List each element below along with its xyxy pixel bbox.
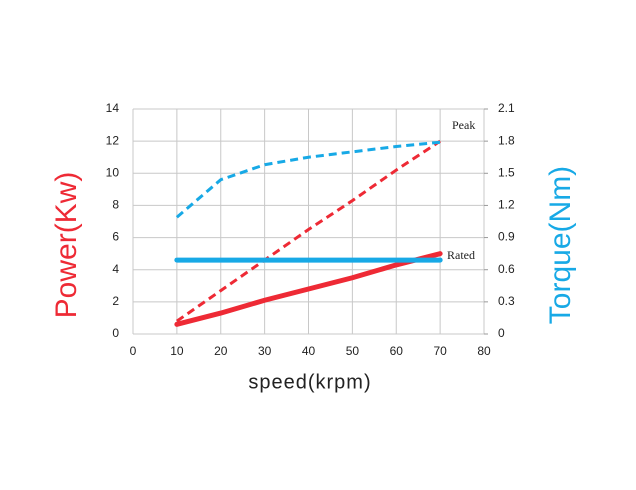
x-tick-label: 10 [170,344,184,358]
x-tick-label: 40 [302,344,316,358]
x-tick-label: 80 [477,344,491,358]
y-tick-label: 6 [112,230,119,244]
x-tick-label: 60 [390,344,404,358]
series-line [174,251,443,327]
y-tick-label: 12 [106,133,120,147]
y2-axis-label: Torque(Nm) [544,166,577,324]
y2-tick-label: 1.2 [498,198,515,212]
y-tick-label: 2 [112,294,119,308]
y2-tick-label: 2.1 [498,101,515,115]
annotation: Rated [447,248,475,262]
y2-tick-label: 0.6 [498,262,515,276]
y-tick-label: 8 [112,198,119,212]
x-tick-label: 0 [130,344,137,358]
y2-tick-label: 1.5 [498,165,515,179]
series-line [176,139,441,323]
x-tick-label: 30 [258,344,272,358]
x-tick-label: 20 [214,344,228,358]
x-tick-label: 50 [346,344,360,358]
y-tick-label: 14 [106,101,120,115]
y-tick-label: 4 [112,262,119,276]
annotation: Peak [452,118,475,132]
y-tick-label: 10 [106,165,120,179]
x-axis-label: speed(krpm) [248,371,371,393]
series-line [175,140,441,219]
y2-tick-label: 1.8 [498,133,515,147]
x-tick-label: 70 [433,344,447,358]
y2-tick-label: 0.3 [498,294,515,308]
y2-tick-label: 0.9 [498,230,515,244]
y2-tick-label: 0 [498,326,505,340]
y-axis-label: Power(Kw) [50,172,83,319]
y-tick-label: 0 [112,326,119,340]
